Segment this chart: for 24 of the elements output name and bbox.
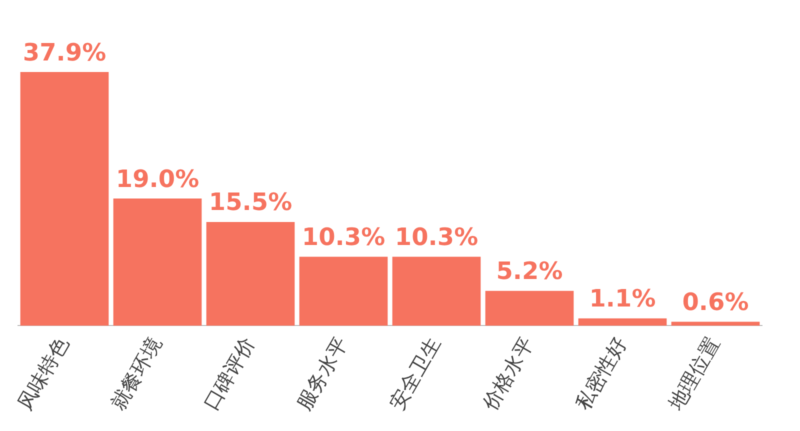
data-label: 19.0% <box>116 164 200 193</box>
x-tick-label: 风味特色 <box>12 332 74 414</box>
data-label: 0.6% <box>682 288 749 316</box>
bar <box>392 256 481 326</box>
x-tick-label: 就餐环境 <box>106 332 166 414</box>
data-label: 10.3% <box>394 223 478 252</box>
bar <box>113 198 202 326</box>
x-tick-label: 地理位置 <box>663 332 724 415</box>
x-tick-label: 安全卫生 <box>384 332 446 414</box>
x-tick-label: 口碑评价 <box>198 332 260 414</box>
data-label: 37.9% <box>22 38 106 66</box>
data-label: 10.3% <box>302 223 386 252</box>
data-label: 15.5% <box>208 188 292 216</box>
x-tick-label: 私密性好 <box>570 332 632 414</box>
bar <box>20 72 109 326</box>
bar <box>671 322 760 326</box>
x-tick-label: 价格水平 <box>477 332 538 415</box>
bar <box>578 318 667 326</box>
bar <box>206 222 295 326</box>
bar <box>299 256 388 326</box>
data-label: 1.1% <box>589 284 656 313</box>
data-label: 5.2% <box>496 257 563 286</box>
x-tick-label: 服务水平 <box>292 332 352 414</box>
bar <box>485 290 574 326</box>
